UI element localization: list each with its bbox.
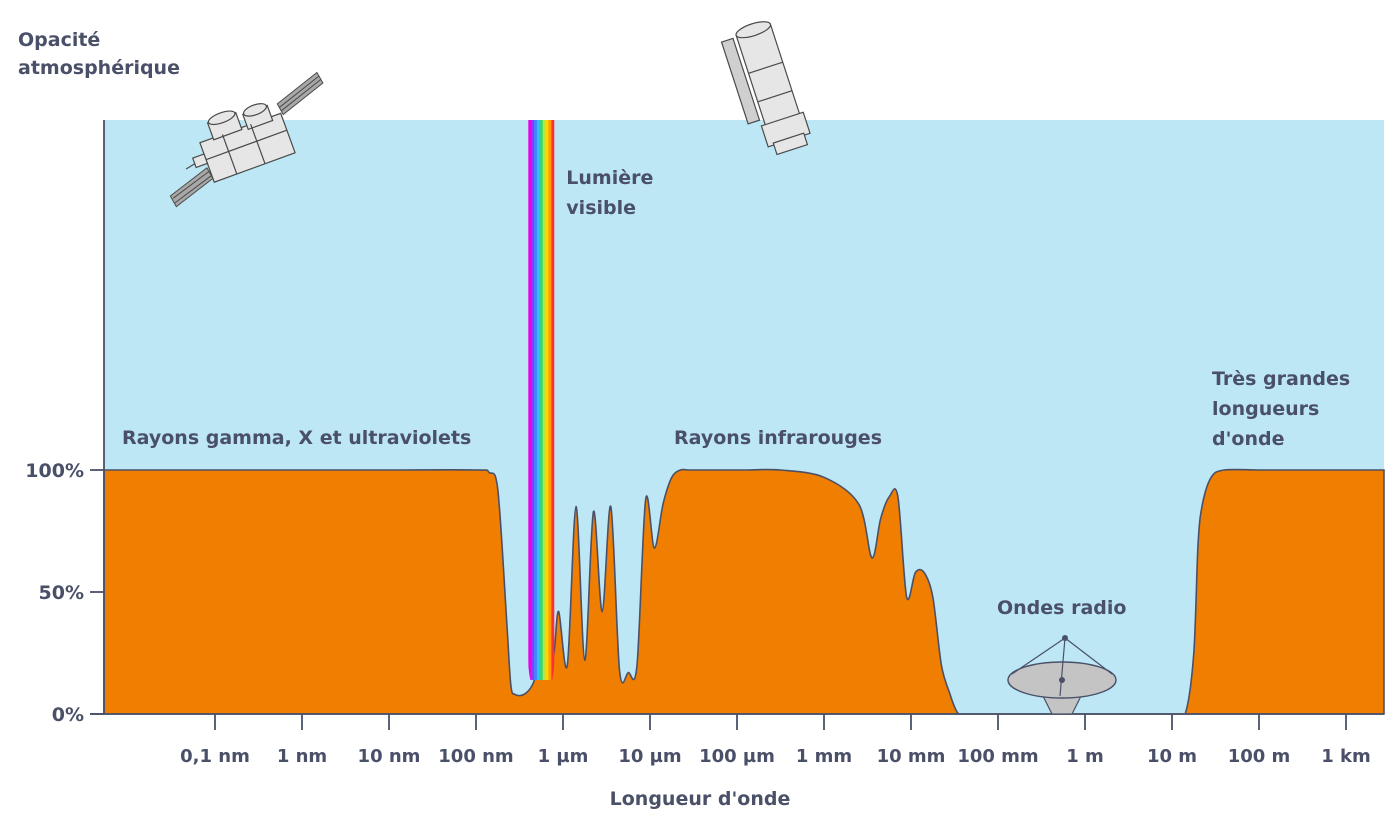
x-tick-label: 0,1 nm: [180, 746, 250, 767]
x-tick-label: 100 nm: [438, 746, 513, 767]
x-tick-label: 100 mm: [957, 746, 1038, 767]
y-axis-title: Opacité atmosphérique: [18, 26, 180, 82]
visible-band-stripe: [528, 120, 532, 680]
visible-band-stripe: [539, 120, 544, 680]
x-tick-label: 100 m: [1228, 746, 1291, 767]
x-tick-label: 10 m: [1147, 746, 1197, 767]
region-label: d'onde: [1212, 428, 1284, 450]
x-tick-label: 1 nm: [277, 746, 327, 767]
region-label: Rayons infrarouges: [674, 427, 882, 449]
y-tick-label: 50%: [39, 582, 84, 604]
x-axis-title: Longueur d'onde: [609, 788, 791, 810]
region-label: longueurs: [1212, 398, 1319, 420]
visible-light-label: Lumière: [566, 167, 653, 189]
satellite-icon: [169, 71, 324, 208]
x-tick-label: 100 µm: [699, 746, 775, 767]
x-tick-label: 1 mm: [796, 746, 852, 767]
region-label: Ondes radio: [997, 597, 1126, 619]
visible-band-stripe: [531, 120, 535, 680]
x-tick-label: 1 m: [1066, 746, 1104, 767]
annotations: Rayons gamma, X et ultraviolets Rayons in…: [122, 368, 1350, 619]
x-ticks: 0,1 nm 1 nm 10 nm 100 nm 1 µm 10 µm 100 µm 1 mm…: [180, 714, 1371, 767]
visible-band-stripe: [536, 120, 541, 680]
y-axis-title-line: Opacité: [18, 29, 101, 51]
visible-light-label: visible: [566, 197, 636, 219]
region-label: Rayons gamma, X et ultraviolets: [122, 427, 471, 449]
visible-band-stripe: [542, 120, 546, 680]
x-tick-label: 1 µm: [538, 746, 589, 767]
radio-dish-icon: [1007, 635, 1117, 715]
x-tick-label: 10 mm: [877, 746, 946, 767]
x-tick-label: 10 µm: [618, 746, 681, 767]
y-ticks: 100% 50% 0%: [25, 460, 104, 726]
visible-band-stripe: [548, 120, 552, 680]
x-tick-label: 1 km: [1321, 746, 1371, 767]
visible-band-stripe: [551, 120, 555, 680]
region-label: Très grandes: [1212, 368, 1350, 390]
space-telescope-icon: [720, 21, 811, 156]
visible-band-stripe: [545, 120, 549, 680]
visible-light-band: [528, 120, 555, 680]
visible-band-stripe: [534, 120, 538, 680]
x-tick-label: 10 nm: [358, 746, 421, 767]
y-tick-label: 0%: [52, 704, 84, 726]
y-tick-label: 100%: [25, 460, 84, 482]
y-axis-title-line: atmosphérique: [18, 57, 180, 79]
